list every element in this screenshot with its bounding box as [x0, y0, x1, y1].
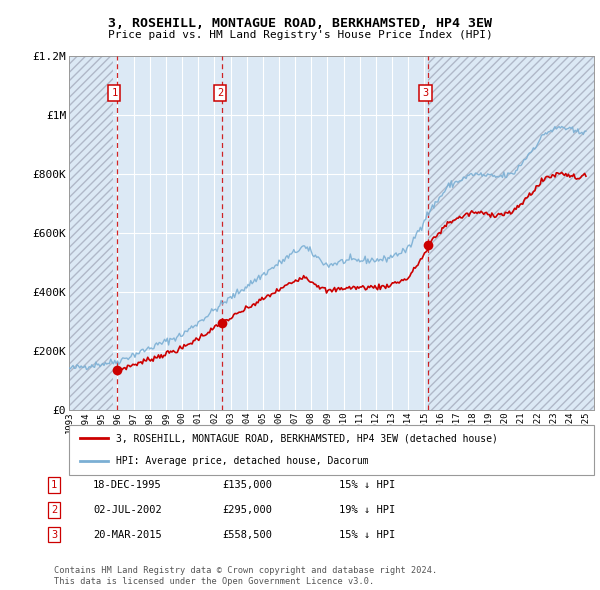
- Bar: [69, 56, 113, 410]
- Text: 3, ROSEHILL, MONTAGUE ROAD, BERKHAMSTED, HP4 3EW (detached house): 3, ROSEHILL, MONTAGUE ROAD, BERKHAMSTED,…: [116, 433, 498, 443]
- Text: HPI: Average price, detached house, Dacorum: HPI: Average price, detached house, Daco…: [116, 457, 369, 467]
- Text: 18-DEC-1995: 18-DEC-1995: [93, 480, 162, 490]
- Bar: [428, 56, 594, 410]
- Text: 1: 1: [111, 88, 118, 98]
- Text: 3, ROSEHILL, MONTAGUE ROAD, BERKHAMSTED, HP4 3EW: 3, ROSEHILL, MONTAGUE ROAD, BERKHAMSTED,…: [108, 17, 492, 30]
- Text: 02-JUL-2002: 02-JUL-2002: [93, 505, 162, 514]
- Text: Contains HM Land Registry data © Crown copyright and database right 2024.: Contains HM Land Registry data © Crown c…: [54, 566, 437, 575]
- Text: 15% ↓ HPI: 15% ↓ HPI: [339, 530, 395, 539]
- Text: 1: 1: [51, 480, 57, 490]
- Text: 3: 3: [422, 88, 428, 98]
- Text: Price paid vs. HM Land Registry's House Price Index (HPI): Price paid vs. HM Land Registry's House …: [107, 30, 493, 40]
- Text: £558,500: £558,500: [222, 530, 272, 539]
- Text: 3: 3: [51, 530, 57, 539]
- FancyBboxPatch shape: [69, 425, 594, 475]
- Text: £135,000: £135,000: [222, 480, 272, 490]
- Text: 2: 2: [51, 505, 57, 514]
- Text: This data is licensed under the Open Government Licence v3.0.: This data is licensed under the Open Gov…: [54, 577, 374, 586]
- Text: 2: 2: [217, 88, 223, 98]
- Text: £295,000: £295,000: [222, 505, 272, 514]
- Text: 15% ↓ HPI: 15% ↓ HPI: [339, 480, 395, 490]
- Text: 20-MAR-2015: 20-MAR-2015: [93, 530, 162, 539]
- Text: 19% ↓ HPI: 19% ↓ HPI: [339, 505, 395, 514]
